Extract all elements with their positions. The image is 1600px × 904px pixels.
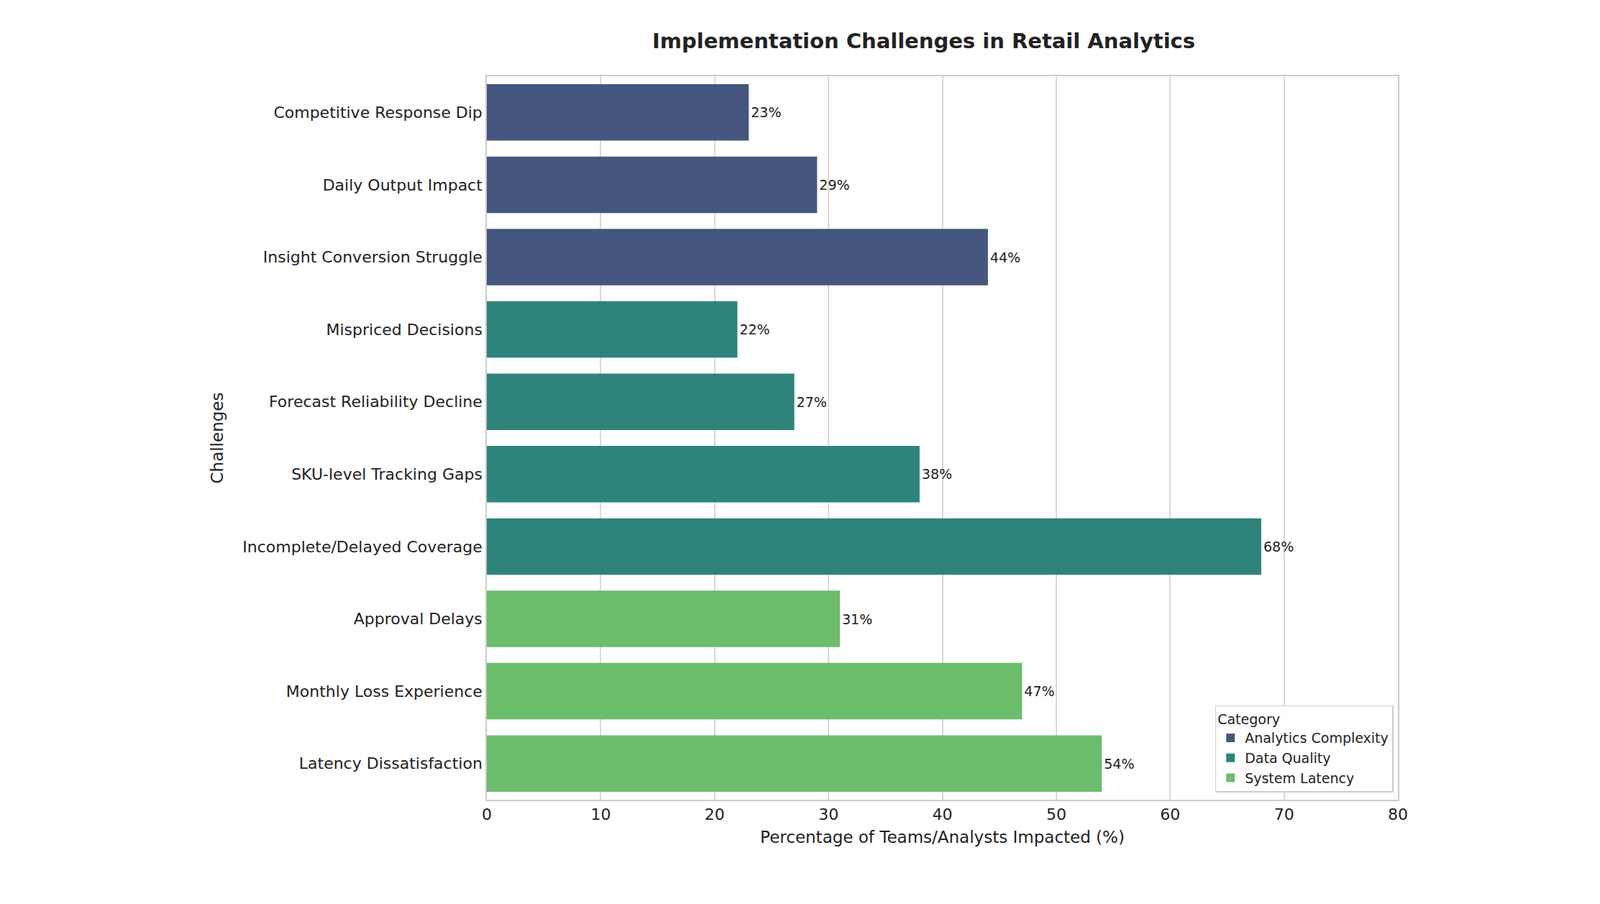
- svg-text:27%: 27%: [796, 394, 827, 410]
- svg-text:Latency Dissatisfaction: Latency Dissatisfaction: [299, 754, 483, 773]
- svg-text:SKU-level Tracking Gaps: SKU-level Tracking Gaps: [291, 465, 483, 484]
- svg-text:70: 70: [1274, 805, 1295, 824]
- svg-text:47%: 47%: [1024, 683, 1055, 699]
- svg-text:Forecast Reliability Decline: Forecast Reliability Decline: [268, 392, 483, 411]
- svg-text:22%: 22%: [739, 321, 770, 338]
- svg-text:29%: 29%: [819, 176, 850, 193]
- svg-text:Daily Output Impact: Daily Output Impact: [322, 176, 484, 195]
- svg-text:60: 60: [1159, 805, 1181, 824]
- svg-text:System Latency: System Latency: [1244, 770, 1355, 786]
- svg-text:30: 30: [818, 805, 839, 824]
- svg-text:44%: 44%: [990, 249, 1021, 266]
- svg-text:Implementation Challenges in R: Implementation Challenges in Retail Anal…: [652, 28, 1196, 54]
- svg-text:Challenges: Challenges: [207, 392, 227, 484]
- svg-text:68%: 68%: [1263, 538, 1294, 555]
- svg-text:Analytics Complexity: Analytics Complexity: [1244, 729, 1389, 746]
- svg-text:23%: 23%: [750, 104, 781, 121]
- svg-text:10: 10: [590, 805, 611, 824]
- svg-text:Competitive Response Dip: Competitive Response Dip: [273, 103, 482, 122]
- svg-text:80: 80: [1387, 805, 1408, 824]
- svg-text:0: 0: [481, 805, 492, 824]
- svg-text:20: 20: [704, 805, 725, 824]
- svg-text:Approval Delays: Approval Delays: [353, 609, 483, 628]
- svg-text:50: 50: [1046, 805, 1067, 824]
- svg-text:Insight Conversion Struggle: Insight Conversion Struggle: [263, 248, 483, 267]
- svg-text:38%: 38%: [921, 465, 953, 482]
- svg-text:Data Quality: Data Quality: [1244, 750, 1331, 766]
- svg-text:Monthly Loss Experience: Monthly Loss Experience: [286, 682, 483, 701]
- svg-text:31%: 31%: [842, 611, 873, 628]
- svg-text:Percentage of Teams/Analysts I: Percentage of Teams/Analysts Impacted (%…: [760, 827, 1125, 847]
- svg-text:Category: Category: [1217, 711, 1280, 728]
- svg-text:Incomplete/Delayed Coverage: Incomplete/Delayed Coverage: [242, 537, 483, 556]
- svg-text:54%: 54%: [1103, 755, 1135, 772]
- svg-text:40: 40: [932, 805, 953, 824]
- svg-text:Mispriced Decisions: Mispriced Decisions: [325, 320, 482, 339]
